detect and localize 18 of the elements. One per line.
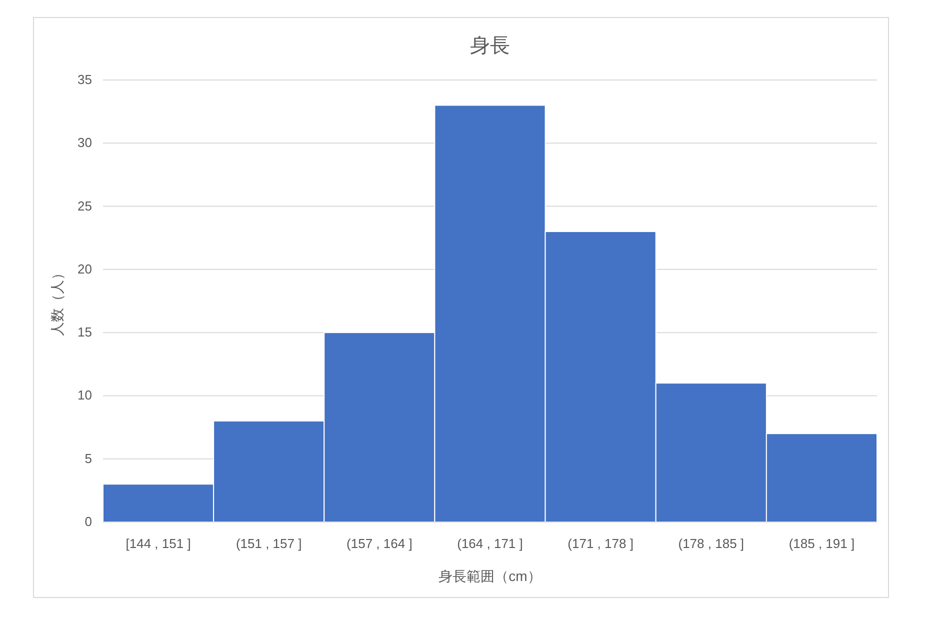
y-tick-label: 35 [78, 72, 92, 87]
x-tick-label: (151 , 157 ] [236, 536, 302, 551]
x-tick-label: (157 , 164 ] [346, 536, 412, 551]
y-tick-label: 25 [78, 198, 92, 214]
y-tick-label: 0 [84, 514, 92, 529]
x-tick-label: [144 , 151 ] [126, 536, 191, 551]
y-tick-label: 5 [84, 450, 92, 466]
x-axis-title: 身長範囲（cm） [438, 568, 542, 584]
y-tick-label: 10 [78, 388, 92, 403]
y-tick-label: 30 [78, 135, 92, 150]
y-tick-label: 15 [78, 324, 92, 340]
x-tick-label: (164 , 171 ] [457, 536, 523, 551]
x-tick-label: (178 , 185 ] [678, 536, 744, 551]
x-tick-label: (171 , 178 ] [568, 536, 634, 551]
chart-title: 身長 [470, 35, 510, 57]
x-tick-label: (185 , 191 ] [788, 536, 855, 551]
y-axis-title: 人数（人） [49, 266, 65, 336]
y-tick-label: 20 [78, 261, 92, 276]
